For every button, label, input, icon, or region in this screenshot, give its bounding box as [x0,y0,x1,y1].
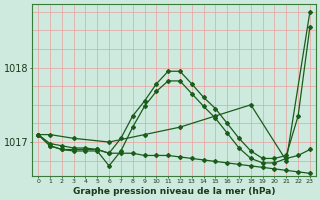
X-axis label: Graphe pression niveau de la mer (hPa): Graphe pression niveau de la mer (hPa) [73,187,275,196]
